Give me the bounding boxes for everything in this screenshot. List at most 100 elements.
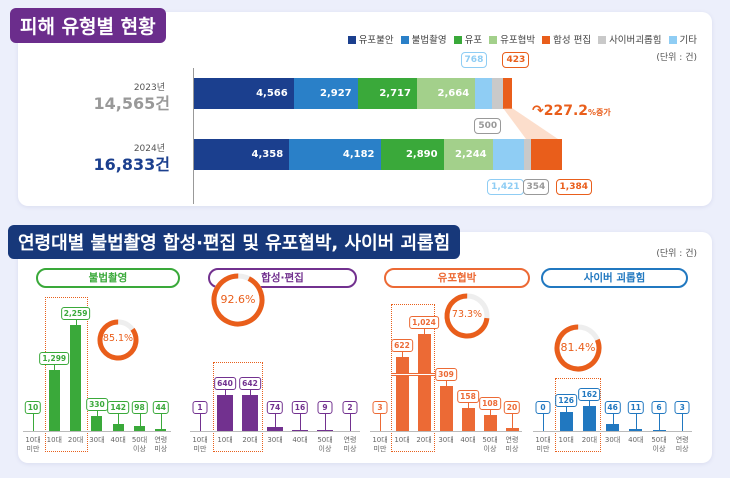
label-connector bbox=[300, 414, 301, 431]
bar-segment: 2,717 bbox=[357, 78, 417, 109]
label-connector bbox=[96, 410, 98, 416]
value-label: 309 bbox=[435, 367, 457, 381]
label-connector bbox=[659, 414, 660, 431]
bar-segment bbox=[502, 78, 513, 109]
value-label: 1,024 bbox=[409, 316, 439, 330]
legend-item: 유포협박 bbox=[489, 32, 535, 46]
category-label: 연령 미상 bbox=[675, 436, 689, 453]
category-label: 10대 bbox=[394, 436, 410, 444]
label-connector bbox=[635, 414, 637, 430]
value-label: 3 bbox=[674, 401, 690, 414]
label-connector bbox=[350, 414, 351, 431]
highlight-box bbox=[555, 378, 601, 452]
bar bbox=[70, 325, 82, 431]
value-callout: 423 bbox=[502, 52, 530, 68]
value-label: 126 bbox=[555, 393, 578, 407]
legend-item: 유포불안 bbox=[347, 32, 394, 46]
bar-segment: 2,927 bbox=[293, 78, 358, 109]
bar-segment bbox=[531, 139, 562, 170]
label-connector bbox=[33, 414, 34, 431]
legend-label: 기타 bbox=[679, 35, 697, 46]
value-callout: 768 bbox=[460, 52, 488, 68]
year-label: 2024년 bbox=[133, 144, 165, 154]
panel-title-pill: 유포협박 bbox=[384, 268, 530, 288]
bar bbox=[652, 430, 666, 431]
label-connector bbox=[512, 414, 513, 429]
bar bbox=[505, 428, 519, 431]
category-label: 연령 미상 bbox=[154, 436, 168, 453]
label-connector bbox=[139, 414, 141, 427]
bar bbox=[461, 407, 475, 431]
label-connector bbox=[682, 414, 684, 431]
section1-title: 피해 유형별 현황 bbox=[10, 8, 166, 43]
year-total: 16,833건 bbox=[93, 155, 170, 174]
bar-segment: 4,358 bbox=[194, 139, 290, 170]
category-label: 10대 미만 bbox=[192, 436, 208, 453]
bar-segment: 2,664 bbox=[416, 78, 476, 109]
value-label: 158 bbox=[457, 389, 479, 403]
share-percent: 92.6% bbox=[220, 293, 256, 306]
unit-label: (단위 : 건) bbox=[656, 53, 697, 63]
share-percent: 81.4% bbox=[560, 341, 596, 354]
label-connector bbox=[54, 365, 56, 371]
value-label: 330 bbox=[86, 397, 108, 411]
label-connector bbox=[446, 380, 447, 386]
down-arrow-icon: ↷ bbox=[532, 103, 544, 119]
legend-swatch bbox=[542, 36, 551, 44]
highlight-box bbox=[391, 304, 435, 452]
label-connector bbox=[160, 414, 162, 429]
legend-label: 합성 편집 bbox=[553, 35, 592, 46]
bar bbox=[629, 429, 643, 431]
bar bbox=[395, 356, 409, 431]
value-label: 0 bbox=[535, 401, 551, 414]
value-label: 46 bbox=[604, 401, 621, 414]
bar bbox=[217, 395, 233, 431]
value-label: 74 bbox=[266, 401, 284, 414]
label-connector bbox=[325, 414, 326, 431]
increase-value: 227.2 bbox=[543, 103, 589, 119]
bar bbox=[155, 428, 167, 431]
panel-title-pill: 합성·편집 bbox=[208, 268, 357, 288]
category-label: 30대 bbox=[89, 436, 105, 444]
value-label: 44 bbox=[152, 401, 170, 414]
value-label: 16 bbox=[291, 401, 309, 414]
bar bbox=[606, 423, 620, 431]
label-connector bbox=[250, 390, 251, 395]
label-connector bbox=[468, 402, 469, 408]
legend-swatch bbox=[489, 36, 498, 44]
value-label: 10 bbox=[24, 401, 42, 414]
bar bbox=[267, 426, 283, 431]
highlight-box bbox=[45, 297, 88, 452]
bar bbox=[417, 334, 431, 431]
bar-segment bbox=[523, 139, 532, 170]
value-callout: 1,384 bbox=[555, 179, 592, 195]
value-callout: 1,421 bbox=[487, 179, 524, 195]
bar bbox=[559, 411, 573, 431]
legend-item: 기타 bbox=[668, 32, 697, 46]
value-label: 2 bbox=[342, 401, 358, 414]
category-label: 연령 미상 bbox=[505, 436, 519, 453]
bar bbox=[242, 395, 258, 431]
share-donut bbox=[211, 273, 265, 327]
category-label: 40대 bbox=[292, 436, 308, 444]
category-label: 연령 미상 bbox=[343, 436, 357, 453]
legend-label: 유포 bbox=[464, 35, 483, 46]
bar bbox=[317, 430, 333, 431]
share-donut bbox=[554, 324, 602, 372]
value-label: 9 bbox=[317, 401, 333, 414]
label-connector bbox=[75, 320, 77, 325]
highlight-box bbox=[213, 362, 263, 452]
baseline bbox=[23, 431, 171, 432]
category-label: 10대 bbox=[217, 436, 233, 444]
category-label: 50대 이상 bbox=[651, 436, 667, 453]
share-donut bbox=[97, 319, 139, 361]
bar-segment: 4,566 bbox=[194, 78, 294, 109]
label-connector bbox=[612, 414, 614, 424]
share-donut bbox=[444, 293, 490, 339]
increase-suffix: %증가 bbox=[588, 108, 611, 117]
value-label: 622 bbox=[391, 338, 413, 352]
axis-line bbox=[193, 68, 194, 204]
axis-break bbox=[392, 373, 434, 376]
legend-swatch bbox=[598, 36, 607, 44]
legend-item: 유포 bbox=[453, 32, 483, 46]
